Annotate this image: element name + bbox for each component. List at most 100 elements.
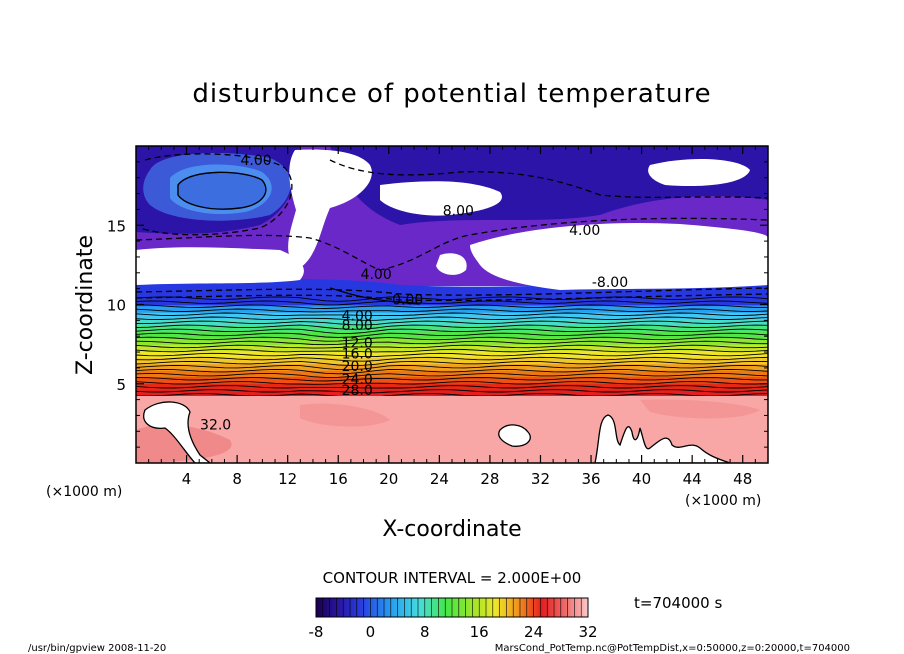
dashed-contour: [136, 287, 768, 296]
white-region: [380, 181, 502, 216]
contour-line: [136, 304, 768, 309]
contour-line: [136, 340, 768, 346]
contour-line: [136, 364, 768, 371]
colorbar-tick-label: 16: [470, 623, 489, 641]
contour-line: [136, 308, 768, 313]
x-tick-label: 48: [733, 470, 752, 488]
x-tick-label: 24: [430, 470, 449, 488]
footer-left: /usr/bin/gpview 2008-11-20: [28, 643, 166, 654]
contour-interval-text: CONTOUR INTERVAL = 2.000E+00: [323, 569, 582, 587]
x-tick-label: 28: [480, 470, 499, 488]
y-tick-label: 10: [107, 297, 126, 315]
contour-line: [136, 344, 768, 349]
contour-label: 24.0: [342, 372, 373, 388]
contour-line: [136, 316, 768, 321]
temperature-band: [136, 344, 768, 352]
temperature-band: [136, 351, 768, 359]
colorbar-tick-label: 0: [366, 623, 376, 641]
temperature-band: [136, 389, 768, 398]
contour-line: [136, 336, 768, 342]
contour-line: [136, 328, 768, 334]
temperature-band: [136, 357, 768, 365]
contour-line: [136, 312, 768, 317]
contour-line: [136, 348, 768, 353]
contour-line: [136, 377, 768, 382]
contour-line: [136, 296, 768, 302]
contour-line: [136, 352, 768, 358]
white-region: [136, 247, 304, 285]
white-region: [143, 401, 212, 463]
x-tick-label: 4: [182, 470, 192, 488]
contour-line: [136, 332, 768, 338]
contour-labels: 4.008.004.00-8.004.000.004.008.0012.016.…: [200, 153, 628, 434]
colorbar-ticks: -8 0 8 16 24 32: [309, 623, 598, 641]
contour-line: [136, 300, 768, 306]
temperature-band: [136, 312, 768, 320]
contour-line: [136, 381, 768, 385]
contour-lines: [136, 296, 768, 398]
contour-label: 8.00: [342, 318, 373, 334]
dashed-contour: [329, 159, 768, 199]
contour-label: 4.00: [342, 308, 373, 324]
footer-right: MarsCond_PotTemp.nc@PotTempDist,x=0:5000…: [495, 643, 850, 654]
x-tick-label: 44: [683, 470, 702, 488]
white-region: [498, 424, 531, 447]
contour-line: [136, 356, 768, 362]
x-axis: 4 8 12 16 20 24 28 32 36 40 44 48: [148, 146, 756, 488]
contour-line: [136, 320, 768, 326]
x-axis-label: X-coordinate: [382, 517, 521, 542]
temperature-band: [136, 377, 768, 385]
y-axis: 5 10 15: [107, 161, 768, 448]
contour-line: [136, 385, 768, 389]
lower-warm-field: [136, 396, 768, 463]
contour-label: 0.00: [392, 293, 423, 309]
x-tick-label: 12: [278, 470, 297, 488]
white-region: [470, 222, 768, 290]
x-tick-label: 16: [329, 470, 348, 488]
cold-core-contour: [177, 171, 267, 210]
x-tick-label: 40: [632, 470, 651, 488]
solid-contour: [329, 287, 421, 305]
x-tick-label: 36: [581, 470, 600, 488]
white-region: [648, 158, 750, 187]
x-unit-label: (×1000 m): [685, 493, 761, 509]
contour-line: [136, 389, 768, 394]
chart-title: disturbunce of potential temperature: [192, 79, 711, 109]
white-region: [436, 253, 467, 275]
y-tick-label: 15: [107, 217, 126, 235]
time-label: t=704000 s: [634, 594, 722, 612]
contour-line: [136, 360, 768, 367]
warm-patch: [300, 403, 390, 427]
contour-label: 20.0: [342, 359, 373, 375]
temperature-band: [136, 383, 768, 391]
x-tick-label: 32: [531, 470, 550, 488]
colorbar-tick-label: -8: [309, 623, 324, 641]
contour-label: 4.00: [240, 153, 271, 169]
contour-line: [136, 393, 768, 398]
contour-label: 16.0: [342, 346, 373, 362]
contour-line: [136, 372, 768, 378]
x-tick-label: 20: [379, 470, 398, 488]
contour-label: 12.0: [342, 335, 373, 351]
contour-label: 8.00: [443, 204, 474, 220]
colorbar-tick-label: 32: [578, 623, 597, 641]
colorbar-tick-label: 24: [524, 623, 543, 641]
dashed-contour: [136, 217, 768, 271]
plot-area: 4.008.004.00-8.004.000.004.008.0012.016.…: [136, 146, 768, 463]
x-tick-label: 8: [232, 470, 242, 488]
contour-label: -8.00: [592, 275, 628, 291]
white-region: [594, 414, 731, 463]
temperature-band: [136, 370, 768, 378]
dashed-contour: [139, 153, 293, 236]
y-tick-label: 5: [116, 376, 126, 394]
dashed-contour: [136, 293, 768, 302]
temperature-band: [136, 319, 768, 327]
y-axis-label: Z-coordinate: [73, 235, 98, 375]
contour-line: [136, 324, 768, 330]
y-unit-label: (×1000 m): [46, 484, 122, 500]
colorbar-divisions: [315, 598, 589, 617]
contour-label: 4.00: [569, 223, 600, 239]
warm-patch: [640, 399, 760, 419]
contour-line: [136, 368, 768, 375]
